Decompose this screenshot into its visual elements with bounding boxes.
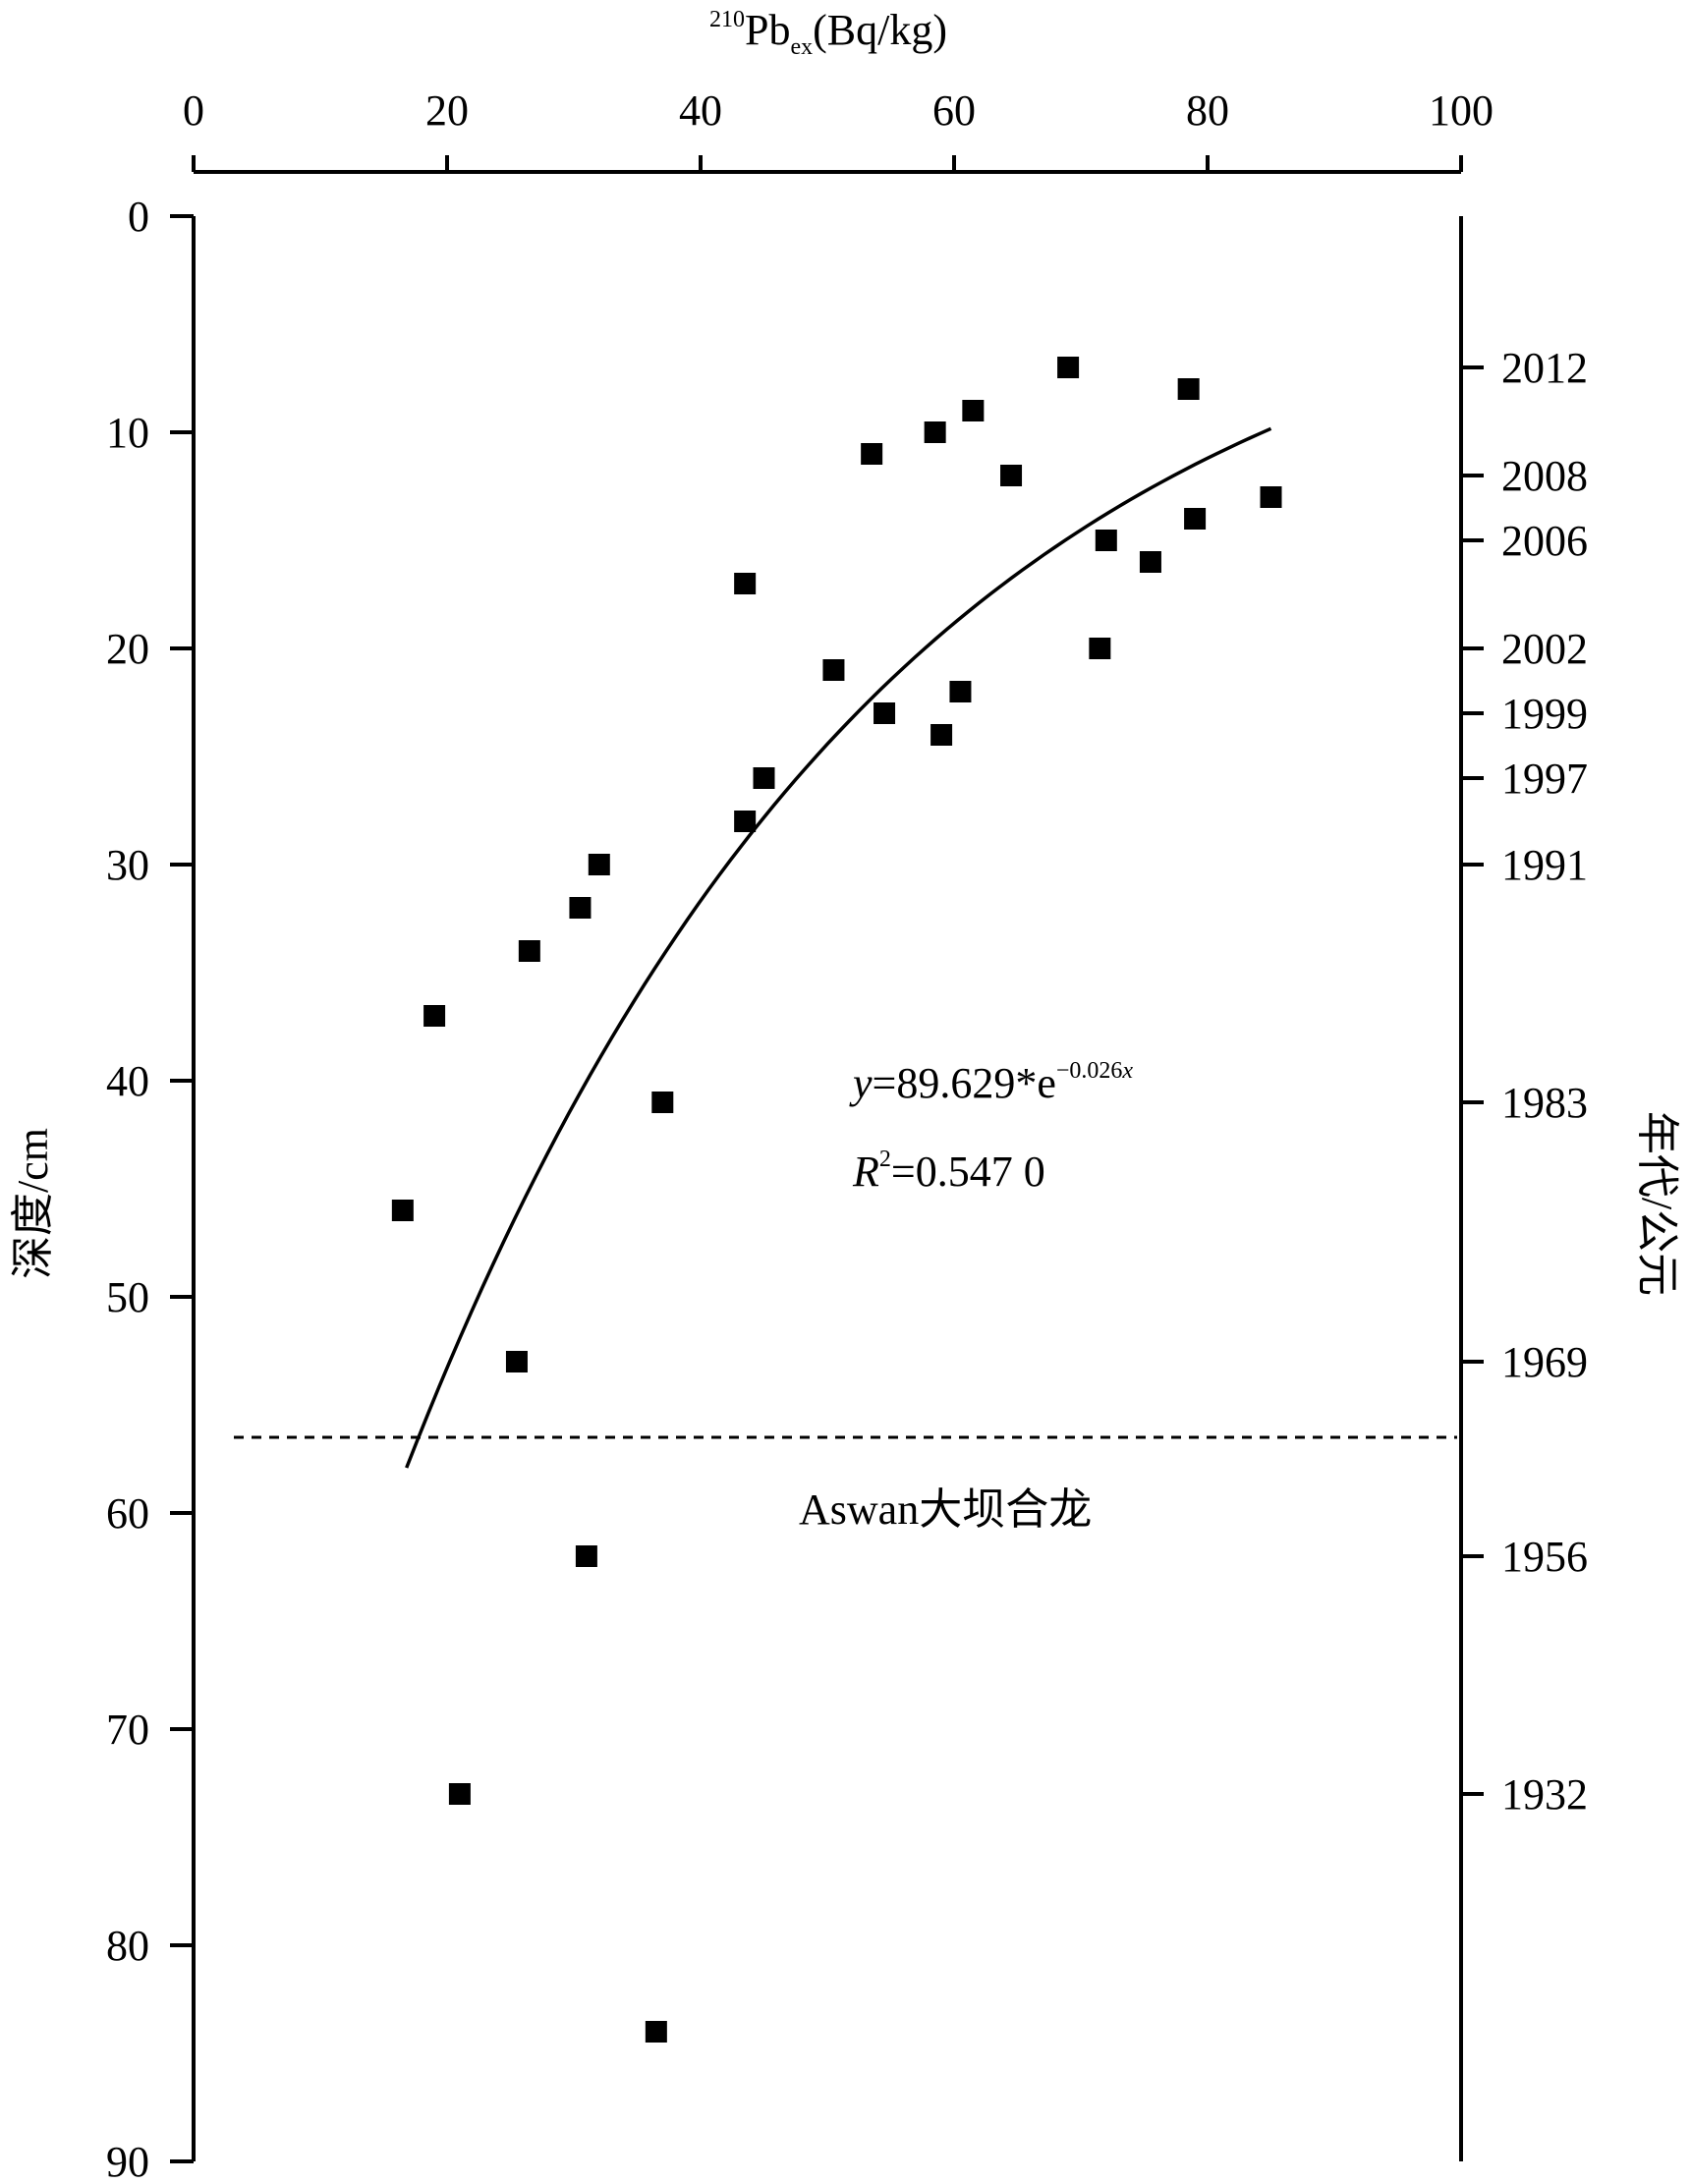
fit-r2-prefix: R [852,1148,879,1196]
data-point [1260,486,1282,508]
y2-tick-label: 2006 [1501,517,1588,565]
x-axis-title: 210Pbex(Bq/kg) [709,6,947,60]
data-point [1095,530,1117,551]
y-tick-label: 70 [106,1706,149,1754]
data-point [1177,378,1200,400]
data-point [962,400,985,421]
y2-tick-label: 1997 [1501,755,1588,803]
x-tick-label: 60 [932,86,976,135]
data-point [1057,357,1080,378]
data-point [423,1005,446,1027]
y2-tick-label: 1932 [1501,1770,1588,1819]
y-tick-label: 30 [106,841,149,889]
y2-tick-label: 2012 [1501,344,1588,392]
data-point [448,1783,471,1805]
y-tick-label: 80 [106,1922,149,1970]
y-tick-label: 90 [106,2138,149,2184]
x-tick-label: 0 [183,86,204,135]
data-point [734,811,757,832]
data-point [924,421,946,443]
aswan-reference-label: Aswan大坝合龙 [799,1485,1092,1534]
x-axis-title-unit: (Bq/kg) [813,6,947,54]
y-tick-label: 40 [106,1057,149,1105]
y-tick-label: 20 [106,625,149,673]
fit-equation-exponent: −0.026 [1056,1058,1123,1084]
y-tick-label: 10 [106,409,149,457]
data-point [588,854,610,875]
y-axis-title: 深度/cm [9,1128,57,1279]
y2-tick-label: 1956 [1501,1533,1588,1581]
x-axis-title-sup: 210 [709,7,745,32]
fit-equation-y: y [849,1059,873,1107]
y2-ticks: 2012 2008 2006 2002 1999 1997 1991 1983 1969 1956… [1461,344,1588,1819]
y-tick-label: 60 [106,1489,149,1538]
data-point [651,1092,674,1113]
y2-axis-title: 年代/公元 [1633,1111,1681,1296]
fit-equation-exponent-var: x [1121,1058,1133,1084]
y2-axis: 2012 2008 2006 2002 1999 1997 1991 1983 1969 1956… [1459,216,1681,2161]
data-point [874,702,896,724]
data-point [753,767,775,789]
y2-tick-label: 1983 [1501,1079,1588,1127]
data-points [391,357,1282,2043]
fit-r2: R2=0.547 0 [852,1147,1045,1196]
data-point [1000,465,1023,486]
data-point [734,573,757,594]
x-axis-title-main: Pb [745,6,790,54]
y-tick-label: 50 [106,1273,149,1321]
x-ticks: 0 20 40 60 80 100 [183,86,1494,172]
data-point [930,724,953,746]
x-tick-label: 20 [425,86,469,135]
data-point [1184,508,1207,530]
y-axis: 0 10 20 30 40 50 60 70 80 90 深度/cm [9,193,196,2184]
data-point [575,1545,597,1567]
y-tick-label: 0 [128,193,149,241]
fit-equation-body: =89.629*e [873,1059,1056,1107]
data-point [505,1351,528,1372]
fit-r2-sup: 2 [879,1147,891,1172]
x-axis: 0 20 40 60 80 100 210Pbex(Bq/kg) [183,6,1494,174]
y2-tick-label: 1969 [1501,1338,1588,1386]
x-tick-label: 40 [679,86,722,135]
x-tick-label: 80 [1186,86,1229,135]
fit-r2-body: =0.547 0 [891,1148,1045,1196]
y-ticks: 0 10 20 30 40 50 60 70 80 90 [106,193,194,2184]
data-point [1139,551,1161,573]
y2-tick-label: 2008 [1501,452,1588,500]
data-point [391,1200,414,1221]
y2-tick-label: 2002 [1501,625,1588,673]
data-point [861,443,883,465]
data-point [822,659,845,681]
fit-curve [405,426,1272,1469]
x-axis-title-sub: ex [790,34,813,60]
data-point [949,681,972,702]
y2-tick-label: 1999 [1501,690,1588,738]
fit-equation: y=89.629*e−0.026x [849,1058,1133,1107]
data-point [645,2021,667,2043]
x-tick-label: 100 [1429,86,1494,135]
data-point [518,940,540,962]
data-point [1089,638,1111,659]
y2-tick-label: 1991 [1501,841,1588,889]
data-point [569,897,592,919]
